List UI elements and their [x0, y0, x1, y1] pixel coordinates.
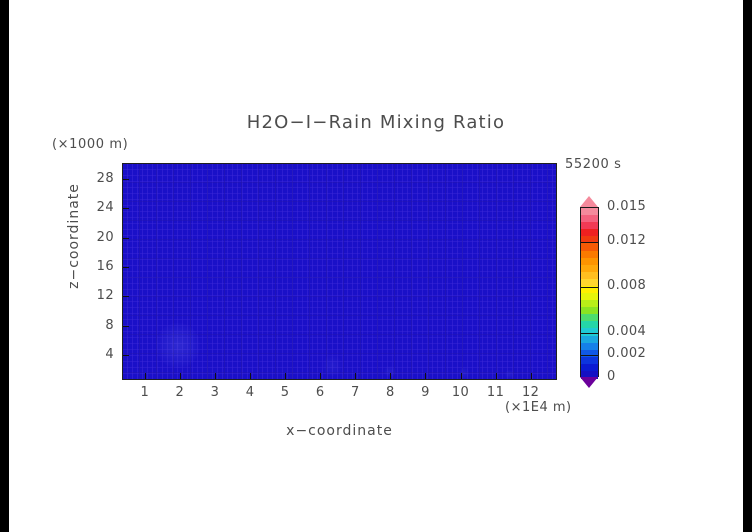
colorbar-segment — [581, 300, 598, 308]
colorbar-segment — [581, 250, 598, 259]
colorbar-level-separator — [581, 355, 598, 357]
x-tick-label: 1 — [140, 385, 150, 400]
colorbar-level-separator — [581, 332, 598, 334]
y-axis-title: z−coordinate — [66, 183, 82, 289]
x-tick-mark — [250, 373, 252, 380]
x-tick-label: 11 — [486, 385, 505, 400]
timestamp-annotation: 55200 s — [565, 157, 622, 172]
y-tick-mark — [122, 237, 129, 239]
y-tick-mark — [122, 179, 129, 181]
colorbar-segment — [581, 278, 598, 287]
colorbar-segment — [581, 222, 598, 230]
y-tick-label: 4 — [105, 347, 114, 363]
x-tick-label: 2 — [175, 385, 185, 400]
colorbar-segment — [581, 321, 598, 329]
colorbar-tick-label: 0.015 — [607, 199, 647, 214]
colorbar-segment — [581, 335, 598, 344]
y-tick-label: 24 — [96, 200, 114, 216]
colorbar-segment — [581, 208, 598, 216]
y-tick-mark — [122, 296, 129, 298]
colorbar-segment — [581, 215, 598, 223]
x-tick-mark — [285, 373, 287, 380]
x-tick-label: 3 — [210, 385, 220, 400]
y-tick-label: 20 — [96, 229, 114, 245]
colorbar — [580, 196, 599, 388]
x-tick-label: 9 — [421, 385, 430, 400]
x-tick-label: 5 — [280, 385, 290, 400]
colorbar-tick-label: 0.012 — [607, 233, 647, 248]
colorbar-segment — [581, 342, 598, 351]
colorbar-segment — [581, 363, 598, 372]
y-tick-mark — [122, 267, 129, 269]
colorbar-segment — [581, 229, 598, 237]
colorbar-tick-label: 0 — [607, 369, 616, 384]
x-tick-mark — [460, 373, 462, 380]
colorbar-segment — [581, 243, 598, 252]
y-tick-label: 28 — [96, 171, 114, 187]
x-tick-mark — [355, 373, 357, 380]
y-tick-label: 12 — [96, 288, 114, 304]
colorbar-segment — [581, 293, 598, 301]
x-tick-mark — [390, 373, 392, 380]
x-tick-mark — [495, 373, 497, 380]
colorbar-segment — [581, 271, 598, 280]
colorbar-segment — [581, 314, 598, 322]
x-tick-mark — [530, 373, 532, 380]
colorbar-tick-label: 0.004 — [607, 323, 647, 339]
right-edge-band — [743, 0, 752, 532]
colorbar-tick-label: 0.008 — [607, 278, 647, 294]
colorbar-gradient — [580, 207, 599, 379]
y-tick-label: 16 — [96, 259, 114, 275]
x-tick-mark — [320, 373, 322, 380]
model-grid-texture-coarse — [122, 163, 557, 380]
x-tick-label: 7 — [350, 385, 360, 400]
page-title: H2O−I−Rain Mixing Ratio — [246, 112, 506, 133]
colorbar-level-separator — [581, 287, 598, 289]
colorbar-segment — [581, 285, 598, 294]
colorbar-segment — [581, 257, 598, 266]
colorbar-segment — [581, 349, 598, 358]
colorbar-segment — [581, 356, 598, 365]
colorbar-segment — [581, 307, 598, 315]
y-axis-unit-label: (×1000 m) — [52, 137, 129, 152]
x-tick-mark — [425, 373, 427, 380]
colorbar-segment — [581, 236, 598, 244]
x-tick-mark — [179, 373, 181, 380]
heatmap-plot-area — [122, 163, 557, 380]
x-tick-label: 10 — [451, 385, 470, 400]
x-tick-mark — [214, 373, 216, 380]
y-tick-mark — [122, 325, 129, 327]
colorbar-tick-label: 0.002 — [607, 346, 647, 362]
colorbar-level-separator — [581, 242, 598, 243]
y-tick-mark — [122, 355, 129, 357]
x-tick-label: 12 — [522, 385, 540, 400]
x-axis-title: x−coordinate — [286, 423, 393, 439]
x-axis-unit-label: (×1E4 m) — [505, 400, 572, 415]
left-edge-band — [0, 0, 9, 532]
x-tick-label: 4 — [245, 385, 255, 400]
colorbar-under-arrow — [580, 377, 598, 388]
y-tick-mark — [122, 208, 129, 210]
x-tick-label: 8 — [386, 385, 395, 400]
y-tick-label: 8 — [105, 317, 114, 333]
colorbar-segment — [581, 264, 598, 273]
x-tick-mark — [144, 373, 146, 380]
colorbar-over-arrow — [580, 196, 598, 207]
colorbar-segment — [581, 328, 598, 337]
colorbar-segment — [581, 370, 598, 379]
x-tick-label: 6 — [315, 385, 325, 400]
